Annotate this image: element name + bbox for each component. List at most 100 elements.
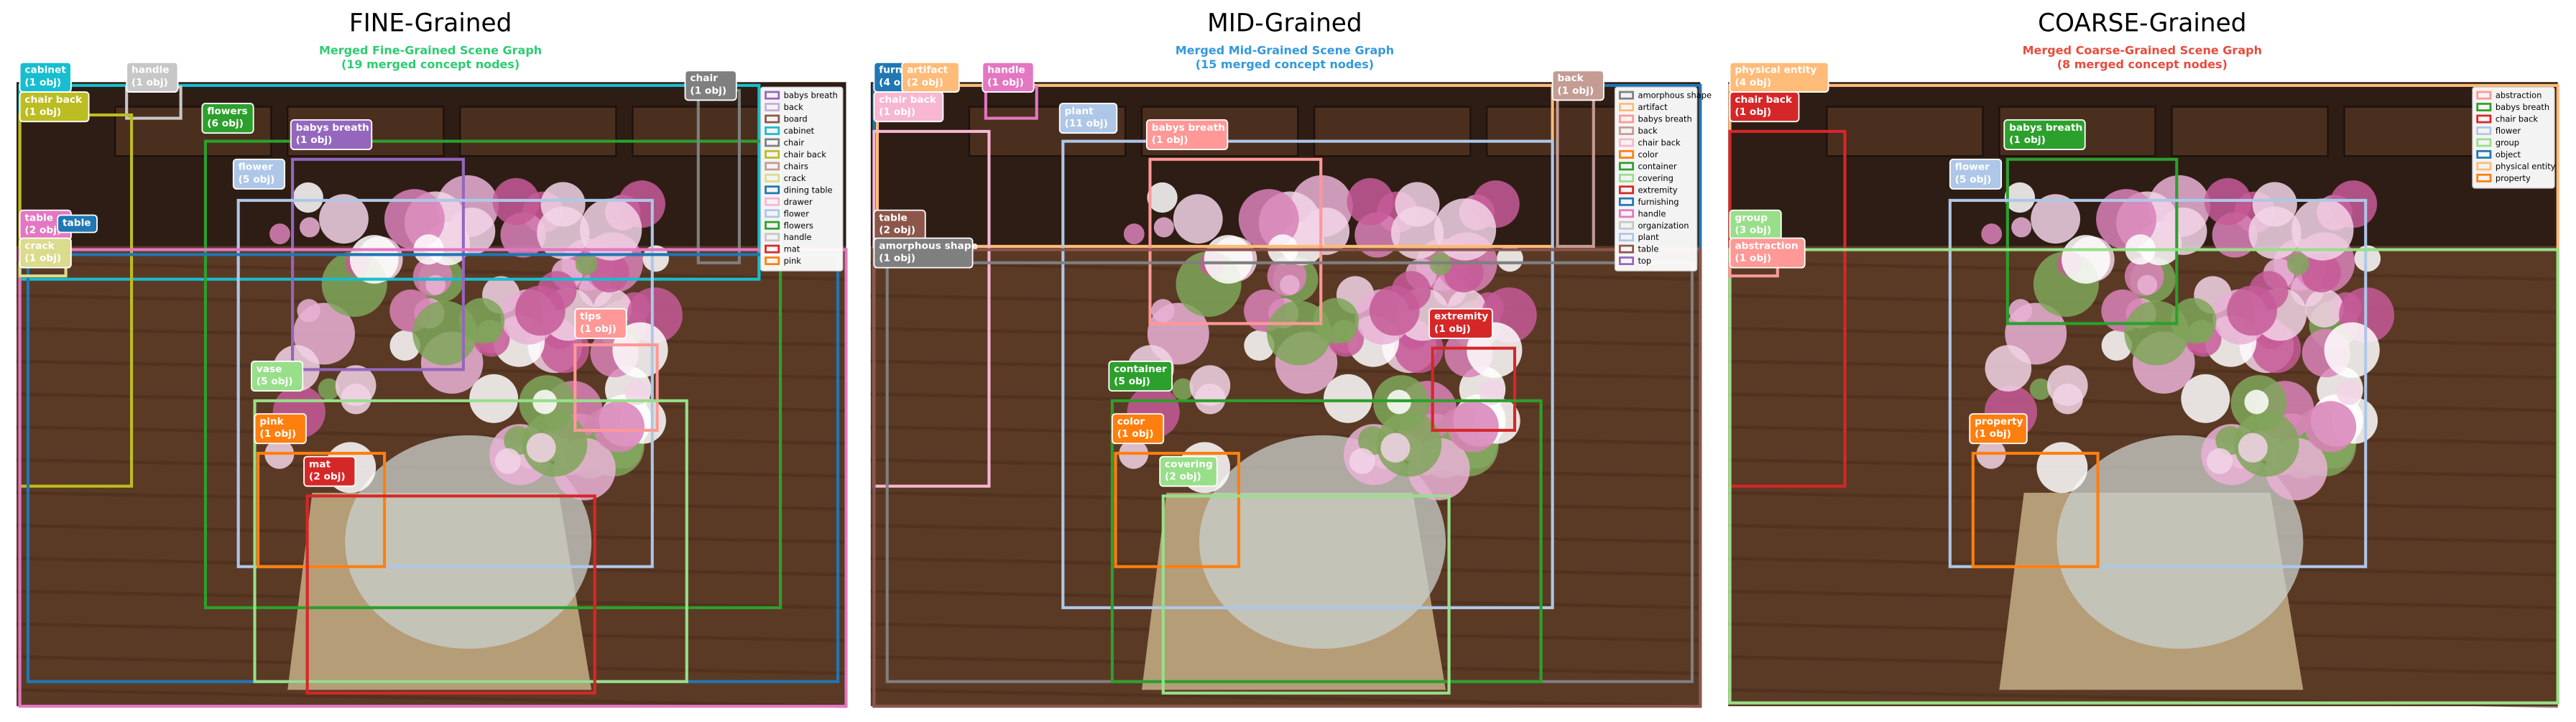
box-label-count: (1 obj) [1975,428,2011,440]
box-label-name: crack [24,240,55,251]
photo-flower [1981,223,2003,244]
box-label [1108,361,1173,392]
box-label-name: handle [987,65,1025,76]
box-label [126,61,179,93]
legend-label: group [2496,138,2519,148]
photo-flower [593,401,645,453]
legend-label: flower [2496,126,2521,136]
box-label-name: pink [259,416,284,427]
panel-subtitle: Merged Fine-Grained Scene Graph [319,43,542,57]
photo-flower [2181,374,2230,423]
photo-grain [1728,425,2558,445]
legend-label: abstraction [2496,91,2542,101]
legend-swatch [2476,126,2492,135]
box-label-name: flower [1955,162,1990,173]
box-label-name: chair back [879,94,937,106]
box-label-name: babys breath [2009,122,2082,134]
bounding-box [18,248,848,708]
bounding-box [291,157,465,371]
box-label-name: table [24,212,53,223]
photo-flower [1369,285,1420,336]
legend-swatch [2476,173,2492,182]
photo-flower [2062,235,2110,284]
bounding-box [1431,346,1517,432]
legend-swatch [765,103,780,112]
panel-title: FINE-Grained [349,9,512,37]
photo-flower [2305,401,2357,453]
photo-grain [870,688,1701,708]
box-label-count: (1 obj) [24,106,61,118]
box-label-name: handle [131,65,170,76]
legend-label: babys breath [2496,102,2549,112]
box-label-count: (1 obj) [879,253,915,264]
photo-flower [1497,245,1523,272]
bounding-box [257,451,387,568]
box-label-name: covering [1165,458,1213,470]
legend-label: chair [784,138,805,148]
box-label-count: (1 obj) [259,428,296,440]
legend-swatch [765,197,780,206]
box-label-count: (2 obj) [1165,471,1201,483]
box-label [1969,413,2028,445]
box-label-name: babys breath [296,122,369,134]
legend-label: color [1638,149,1658,159]
box-label-count: (2 obj) [309,471,346,483]
photo-flower [292,182,323,213]
legend-swatch [765,173,780,182]
photo-flower [2036,442,2088,494]
photo-flower [1123,223,1145,244]
bounding-box [2005,157,2179,325]
photo-flower [575,253,598,275]
box-label [254,413,307,445]
bounding-box [1061,139,1554,609]
bounding-box [872,248,1702,708]
legend-label: cabinet [784,126,815,136]
photo-flower [269,223,290,244]
photo-flower [1479,379,1505,405]
legend-label: chairs [784,161,808,171]
photo-drawer [1826,106,1984,157]
photo-flower [2031,194,2081,244]
photo-grain [1728,392,2558,412]
photo-flower [2248,206,2302,259]
photo-flower [2029,378,2051,400]
legend-label: furnishing [1638,197,1679,207]
legend [760,86,844,272]
photo-flower [1313,297,1359,344]
legend-label: physical entity [2496,161,2556,171]
box-label-name: property [1975,416,2023,427]
legend-label: table [1638,244,1658,254]
legend-swatch [765,126,780,135]
photo-flower [319,194,369,244]
legend-swatch [2476,138,2492,147]
box-label-name: chair back [1735,94,1793,106]
bounding-box [305,494,596,695]
box-label-count: (6 obj) [207,118,244,129]
box-label [1551,70,1605,101]
photo-flower [318,378,340,400]
legend-label: back [784,102,804,112]
bounding-box [1110,399,1543,683]
legend-label: flowers [784,221,813,231]
box-label [1729,237,1806,269]
box-label-count: (2 obj) [907,77,943,88]
photo-flower [2291,198,2354,261]
box-label-name: amorphous shape [879,240,978,251]
legend-swatch [1618,103,1634,112]
panel-subtitle: (19 merged concept nodes) [341,57,520,71]
photo-flower [589,252,629,293]
box-label-name: babys breath [1152,122,1225,134]
legend-swatch [1618,209,1634,218]
box-label-count: (1 obj) [131,77,168,88]
photo-vase [1199,435,1446,649]
photo-drawer [1313,106,1472,157]
legend-swatch [765,149,780,159]
photo-flower [389,330,420,361]
legend [2472,86,2555,189]
box-label [1111,413,1165,445]
legend-swatch [1618,185,1634,195]
box-label [19,91,90,123]
photo-flower [299,217,320,238]
photo-vase [345,435,592,649]
